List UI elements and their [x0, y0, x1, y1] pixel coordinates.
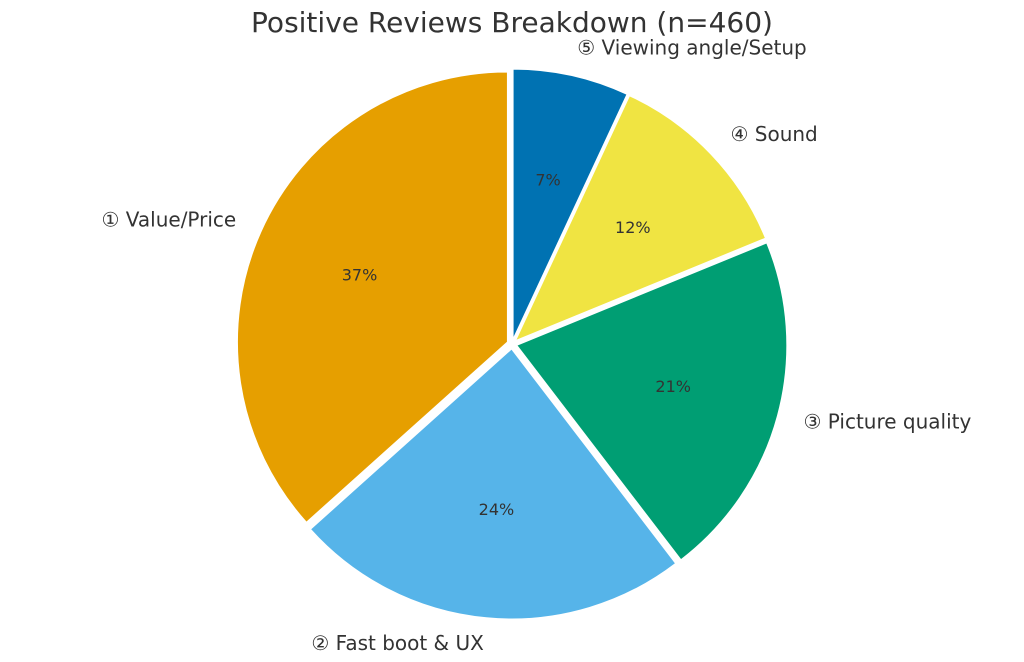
chart-title: Positive Reviews Breakdown (n=460) [251, 6, 773, 39]
value-label: 24% [479, 500, 515, 519]
pie-slice [514, 95, 767, 342]
pie-slice [236, 71, 508, 523]
value-label: 21% [655, 377, 691, 396]
value-label: 12% [615, 218, 651, 237]
slice-label: ① Value/Price [101, 207, 236, 231]
slice-label: ④ Sound [730, 122, 817, 146]
pie-slice [512, 68, 628, 340]
slice-label: ③ Picture quality [804, 409, 972, 433]
value-label: 7% [535, 170, 560, 189]
value-label: 37% [342, 265, 378, 284]
slice-label: ⑤ Viewing angle/Setup [577, 36, 806, 60]
pie-slice [309, 348, 677, 620]
slice-label: ② Fast boot & UX [311, 631, 484, 655]
pie-slice [516, 242, 788, 561]
